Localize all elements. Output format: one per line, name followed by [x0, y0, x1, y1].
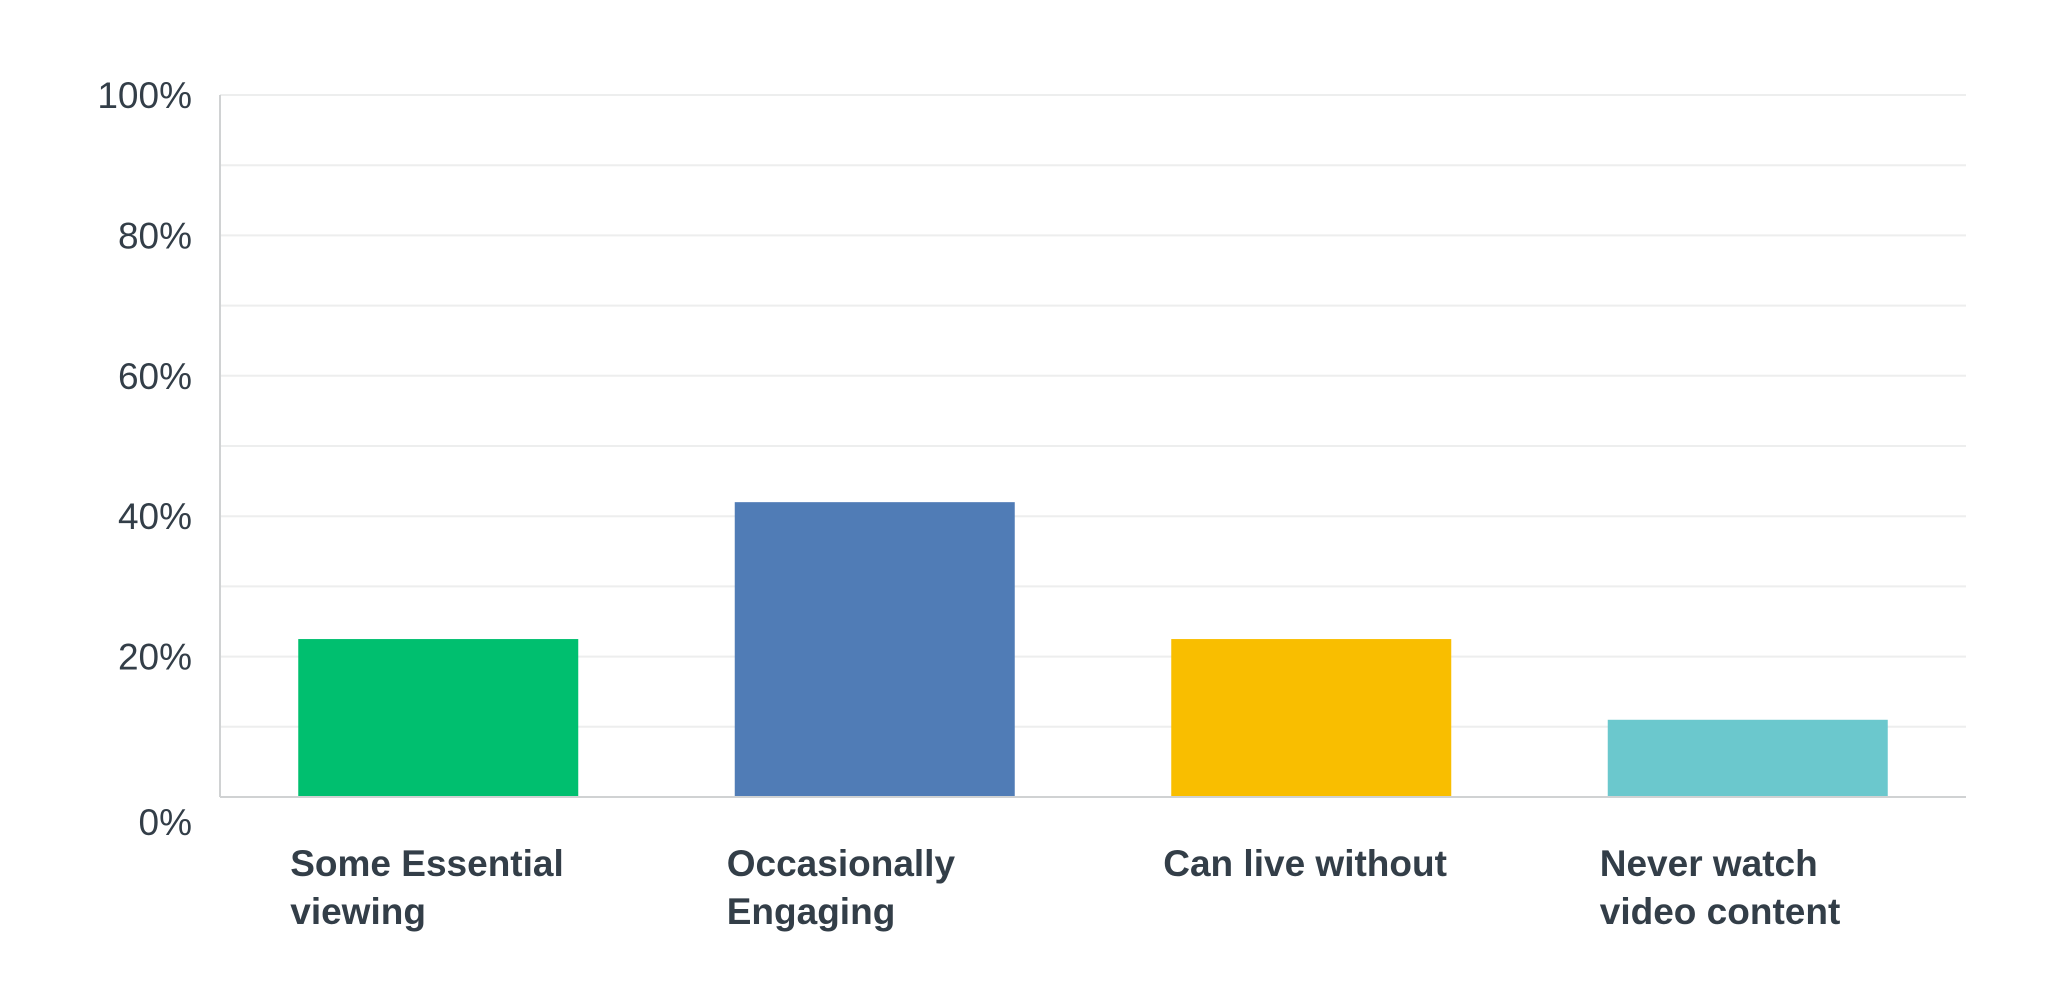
x-tick-label: Never watch: [1600, 843, 1818, 884]
bar-2: [734, 502, 1015, 797]
bar-4: [1607, 719, 1888, 797]
bar-1: [298, 639, 579, 797]
x-tick-label: Engaging: [727, 891, 896, 932]
bar-3: [1171, 639, 1452, 797]
y-tick-label: 60%: [118, 356, 192, 397]
y-tick-label: 80%: [118, 215, 192, 256]
y-tick-label: 100%: [97, 75, 192, 116]
x-tick-label: Occasionally: [727, 843, 956, 884]
y-tick-label: 0%: [139, 802, 192, 843]
y-tick-label: 40%: [118, 496, 192, 537]
x-tick-label: viewing: [290, 891, 426, 932]
x-tick-label: video content: [1600, 891, 1841, 932]
x-tick-label: Some Essential: [290, 843, 564, 884]
y-tick-label: 20%: [118, 637, 192, 678]
x-tick-label: Can live without: [1163, 843, 1447, 884]
